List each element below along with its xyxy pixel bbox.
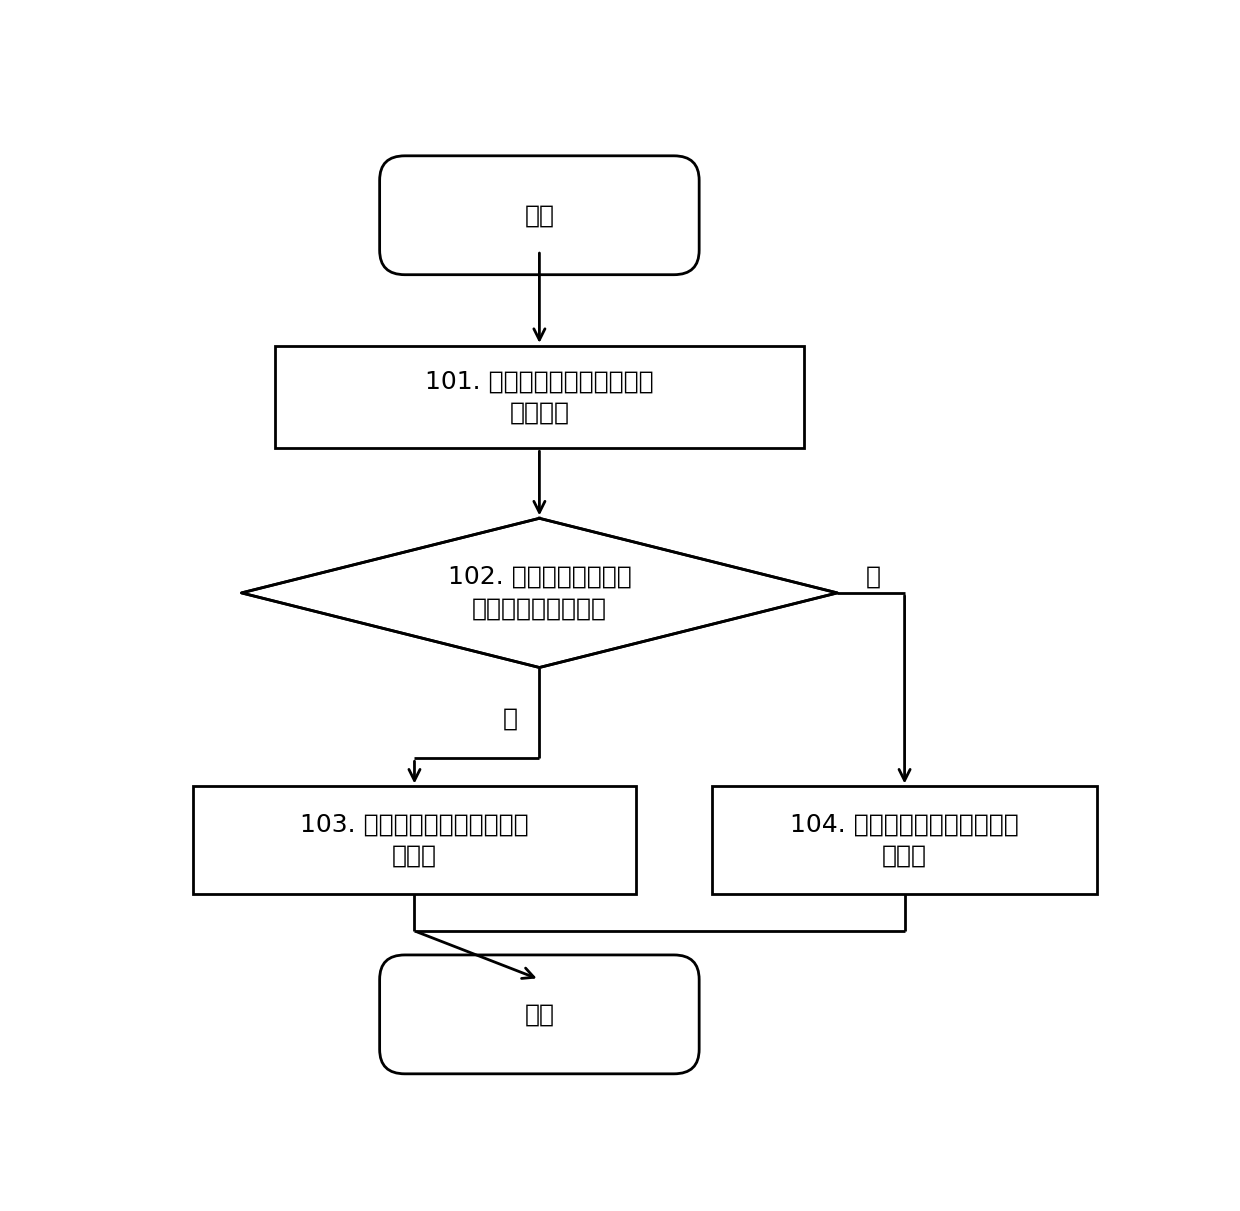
FancyBboxPatch shape	[379, 955, 699, 1074]
Text: 开始: 开始	[525, 203, 554, 228]
Bar	[275, 346, 804, 448]
Text: 结束: 结束	[525, 1003, 554, 1027]
Polygon shape	[242, 518, 837, 667]
Text: 104. 调整邻区测量周期为长测
量周期: 104. 调整邻区测量周期为长测 量周期	[790, 813, 1019, 868]
FancyBboxPatch shape	[379, 156, 699, 275]
Text: 101. 统计服务小区的当前信号
累积差值: 101. 统计服务小区的当前信号 累积差值	[425, 369, 653, 425]
Text: 103. 调整邻区测量周期为短测
量周期: 103. 调整邻区测量周期为短测 量周期	[300, 813, 528, 868]
Text: 102. 当前信号累积差值
大于信号累积差阈值: 102. 当前信号累积差值 大于信号累积差阈值	[448, 566, 631, 621]
Text: 否: 否	[866, 564, 882, 589]
Bar	[713, 786, 1097, 894]
Text: 是: 是	[503, 707, 518, 730]
Bar	[193, 786, 635, 894]
